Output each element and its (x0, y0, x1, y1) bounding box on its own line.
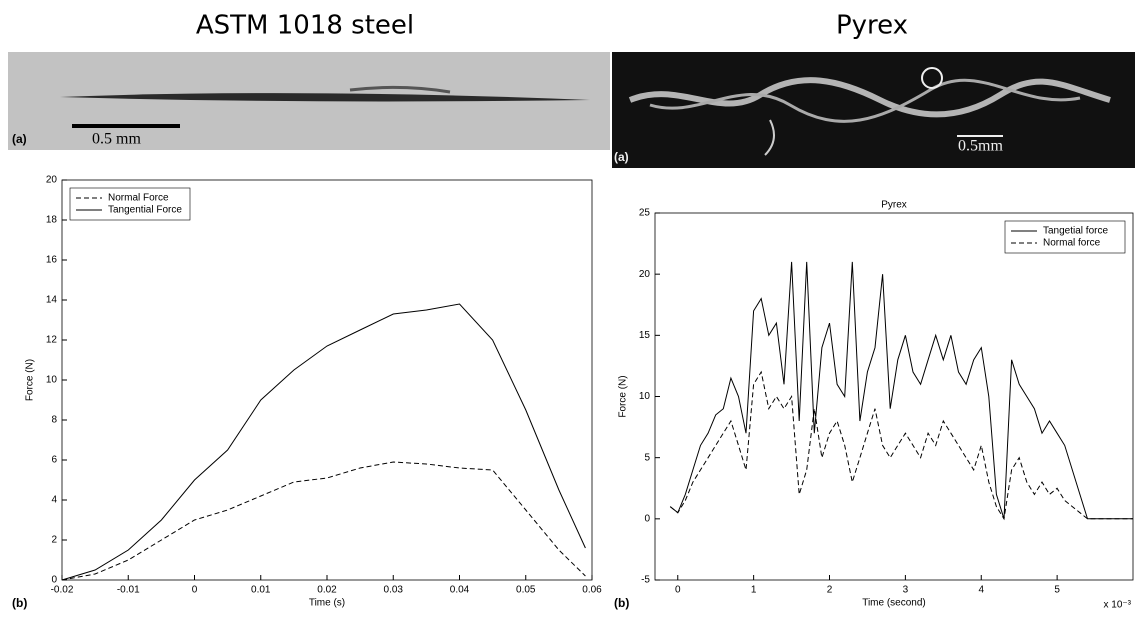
series-line (669, 261, 1133, 520)
y-tick-label: 4 (51, 495, 57, 506)
x-axis-label: Time (s) (309, 598, 345, 609)
y-tick-label: 5 (644, 452, 650, 463)
y-tick-label: 8 (51, 415, 57, 426)
x-tick-label: 1 (751, 585, 757, 596)
y-tick-label: 25 (639, 208, 651, 219)
y-tick-label: 0 (644, 513, 650, 524)
y-tick-label: 14 (46, 295, 58, 306)
series-line (61, 303, 586, 581)
chart-title: Pyrex (881, 200, 907, 211)
y-tick-label: 2 (51, 535, 57, 546)
legend-label: Normal Force (108, 193, 169, 204)
y-axis-label: Force (N) (25, 359, 36, 401)
x-tick-label: -0.02 (51, 585, 74, 596)
y-tick-label: 20 (639, 269, 651, 280)
legend-box (69, 187, 191, 221)
x-tick-label: 0 (192, 585, 198, 596)
legend-box (1004, 220, 1126, 254)
y-tick-label: -5 (641, 575, 650, 586)
panel-heading: ASTM 1018 steel (196, 11, 414, 41)
x-tick-label: 2 (827, 585, 833, 596)
series-line (61, 461, 586, 581)
x-tick-label: 0.04 (450, 585, 470, 596)
x-tick-label: 0 (675, 585, 681, 596)
x-tick-label: 0.01 (251, 585, 271, 596)
y-tick-label: 15 (639, 330, 651, 341)
y-tick-label: 10 (46, 375, 58, 386)
y-tick-label: 10 (639, 391, 651, 402)
y-tick-label: 12 (46, 335, 58, 346)
x-tick-label: 0.05 (516, 585, 536, 596)
legend-label: Tangential Force (108, 205, 182, 216)
chart-label: (b) (12, 596, 27, 610)
x-axis-label: Time (second) (862, 598, 926, 609)
x-tick-label: 0.03 (384, 585, 404, 596)
legend-label: Tangetial force (1043, 226, 1108, 237)
x-multiplier: x 10⁻³ (1103, 600, 1131, 611)
x-tick-label: 3 (903, 585, 909, 596)
x-tick-label: 0.06 (582, 585, 602, 596)
legend-label: Normal force (1043, 238, 1101, 249)
y-tick-label: 6 (51, 455, 57, 466)
panel-heading: Pyrex (836, 11, 908, 41)
photo-steel: 0.5 mm (a) (8, 52, 610, 150)
scale-label: 0.5 mm (92, 131, 141, 148)
x-tick-label: 4 (978, 585, 984, 596)
chart-label: (b) (614, 596, 629, 610)
x-tick-label: 5 (1054, 585, 1060, 596)
photo-label: (a) (12, 132, 27, 146)
photo-label: (a) (614, 150, 629, 164)
photo-pyrex: 0.5mm (a) (612, 52, 1135, 168)
y-tick-label: 16 (46, 255, 58, 266)
y-tick-label: 20 (46, 175, 58, 186)
series-line (669, 370, 1133, 521)
y-axis-label: Force (N) (618, 375, 629, 417)
scale-label: 0.5mm (958, 138, 1003, 155)
plot-frame (61, 179, 593, 581)
x-tick-label: -0.01 (117, 585, 140, 596)
y-tick-label: 0 (51, 575, 57, 586)
x-tick-label: 0.02 (317, 585, 337, 596)
y-tick-label: 18 (46, 215, 58, 226)
